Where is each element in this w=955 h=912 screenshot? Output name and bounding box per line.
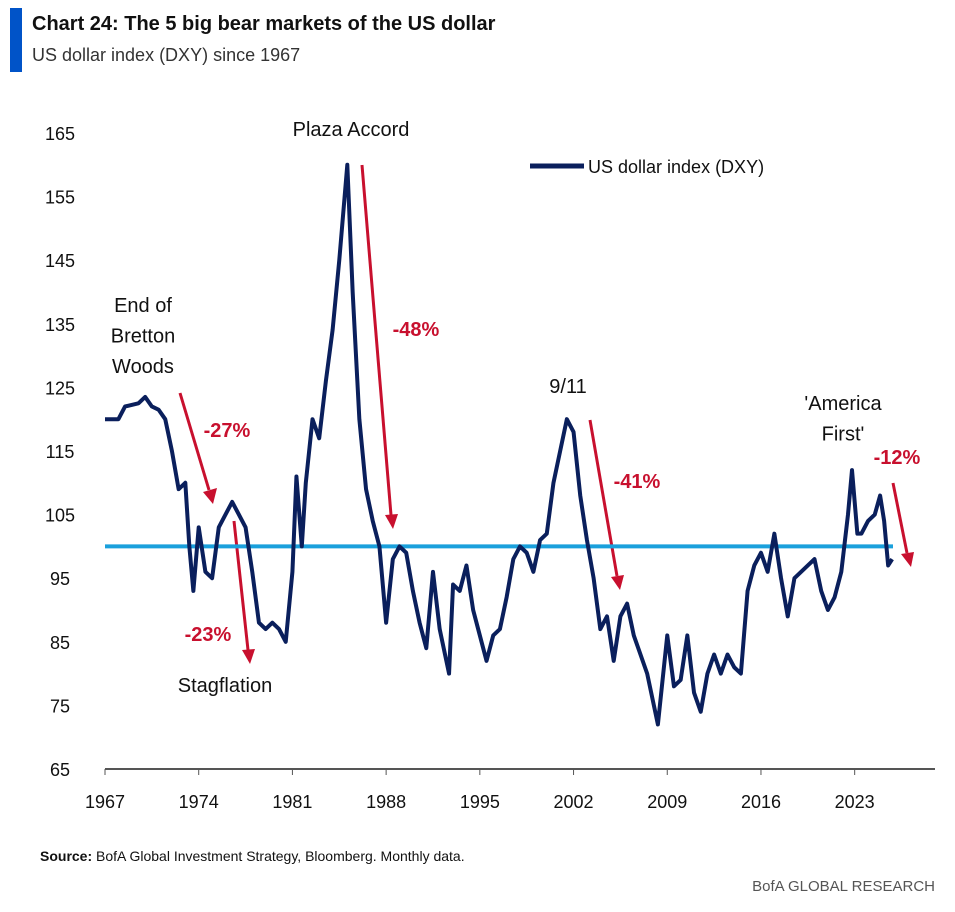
- annotation: Bretton: [111, 326, 175, 348]
- annotation: End of: [114, 295, 172, 317]
- x-tick-label: 1981: [272, 792, 312, 812]
- y-tick-label: 145: [45, 251, 75, 271]
- x-tick-label: 1995: [460, 792, 500, 812]
- title-bar: [10, 8, 22, 72]
- arrow-heads: [203, 488, 914, 664]
- source: BofA Global Investment Strategy, Bloombe…: [96, 848, 465, 864]
- percent-label: -27%: [204, 420, 251, 442]
- y-tick-label: 115: [46, 442, 75, 462]
- y-tick-label: 95: [50, 569, 70, 589]
- percent-label: -23%: [185, 624, 232, 646]
- y-tick-label: 85: [50, 633, 70, 653]
- x-tick-label: 2002: [554, 792, 594, 812]
- chart-title: Chart 24: The 5 big bear markets of the …: [32, 13, 496, 35]
- chart-subtitle: US dollar index (DXY) since 1967: [32, 45, 300, 65]
- y-tick-label: 105: [45, 506, 75, 526]
- y-tick-label: 125: [45, 378, 75, 398]
- percent-label: -41%: [614, 471, 661, 493]
- source-label: Source:: [40, 848, 92, 864]
- x-tick-label: 1988: [366, 792, 406, 812]
- annotation: Woods: [112, 356, 174, 378]
- x-tick-label: 2016: [741, 792, 781, 812]
- y-tick-label: 155: [45, 188, 75, 208]
- y-tick-label: 65: [50, 760, 70, 780]
- annotation: 'America: [804, 393, 882, 415]
- x-tick-label: 1967: [85, 792, 125, 812]
- percent-label: -12%: [874, 447, 921, 469]
- footer: BofA GLOBAL RESEARCH: [752, 878, 935, 895]
- arrows: [178, 164, 909, 651]
- y-tick-label: 75: [50, 696, 70, 716]
- x-tick-label: 2009: [647, 792, 687, 812]
- legend-label: US dollar index (DXY): [588, 157, 764, 177]
- data-line: [105, 162, 894, 727]
- y-tick-label: 135: [45, 315, 75, 335]
- y-tick-label: 165: [45, 124, 75, 144]
- annotation: Stagflation: [178, 675, 273, 697]
- percent-label: -48%: [393, 319, 440, 341]
- annotation: First': [822, 424, 865, 446]
- x-tick-label: 1974: [179, 792, 219, 812]
- annotation: 9/11: [549, 376, 586, 398]
- x-tick-label: 2023: [835, 792, 875, 812]
- annotation: Plaza Accord: [293, 119, 410, 141]
